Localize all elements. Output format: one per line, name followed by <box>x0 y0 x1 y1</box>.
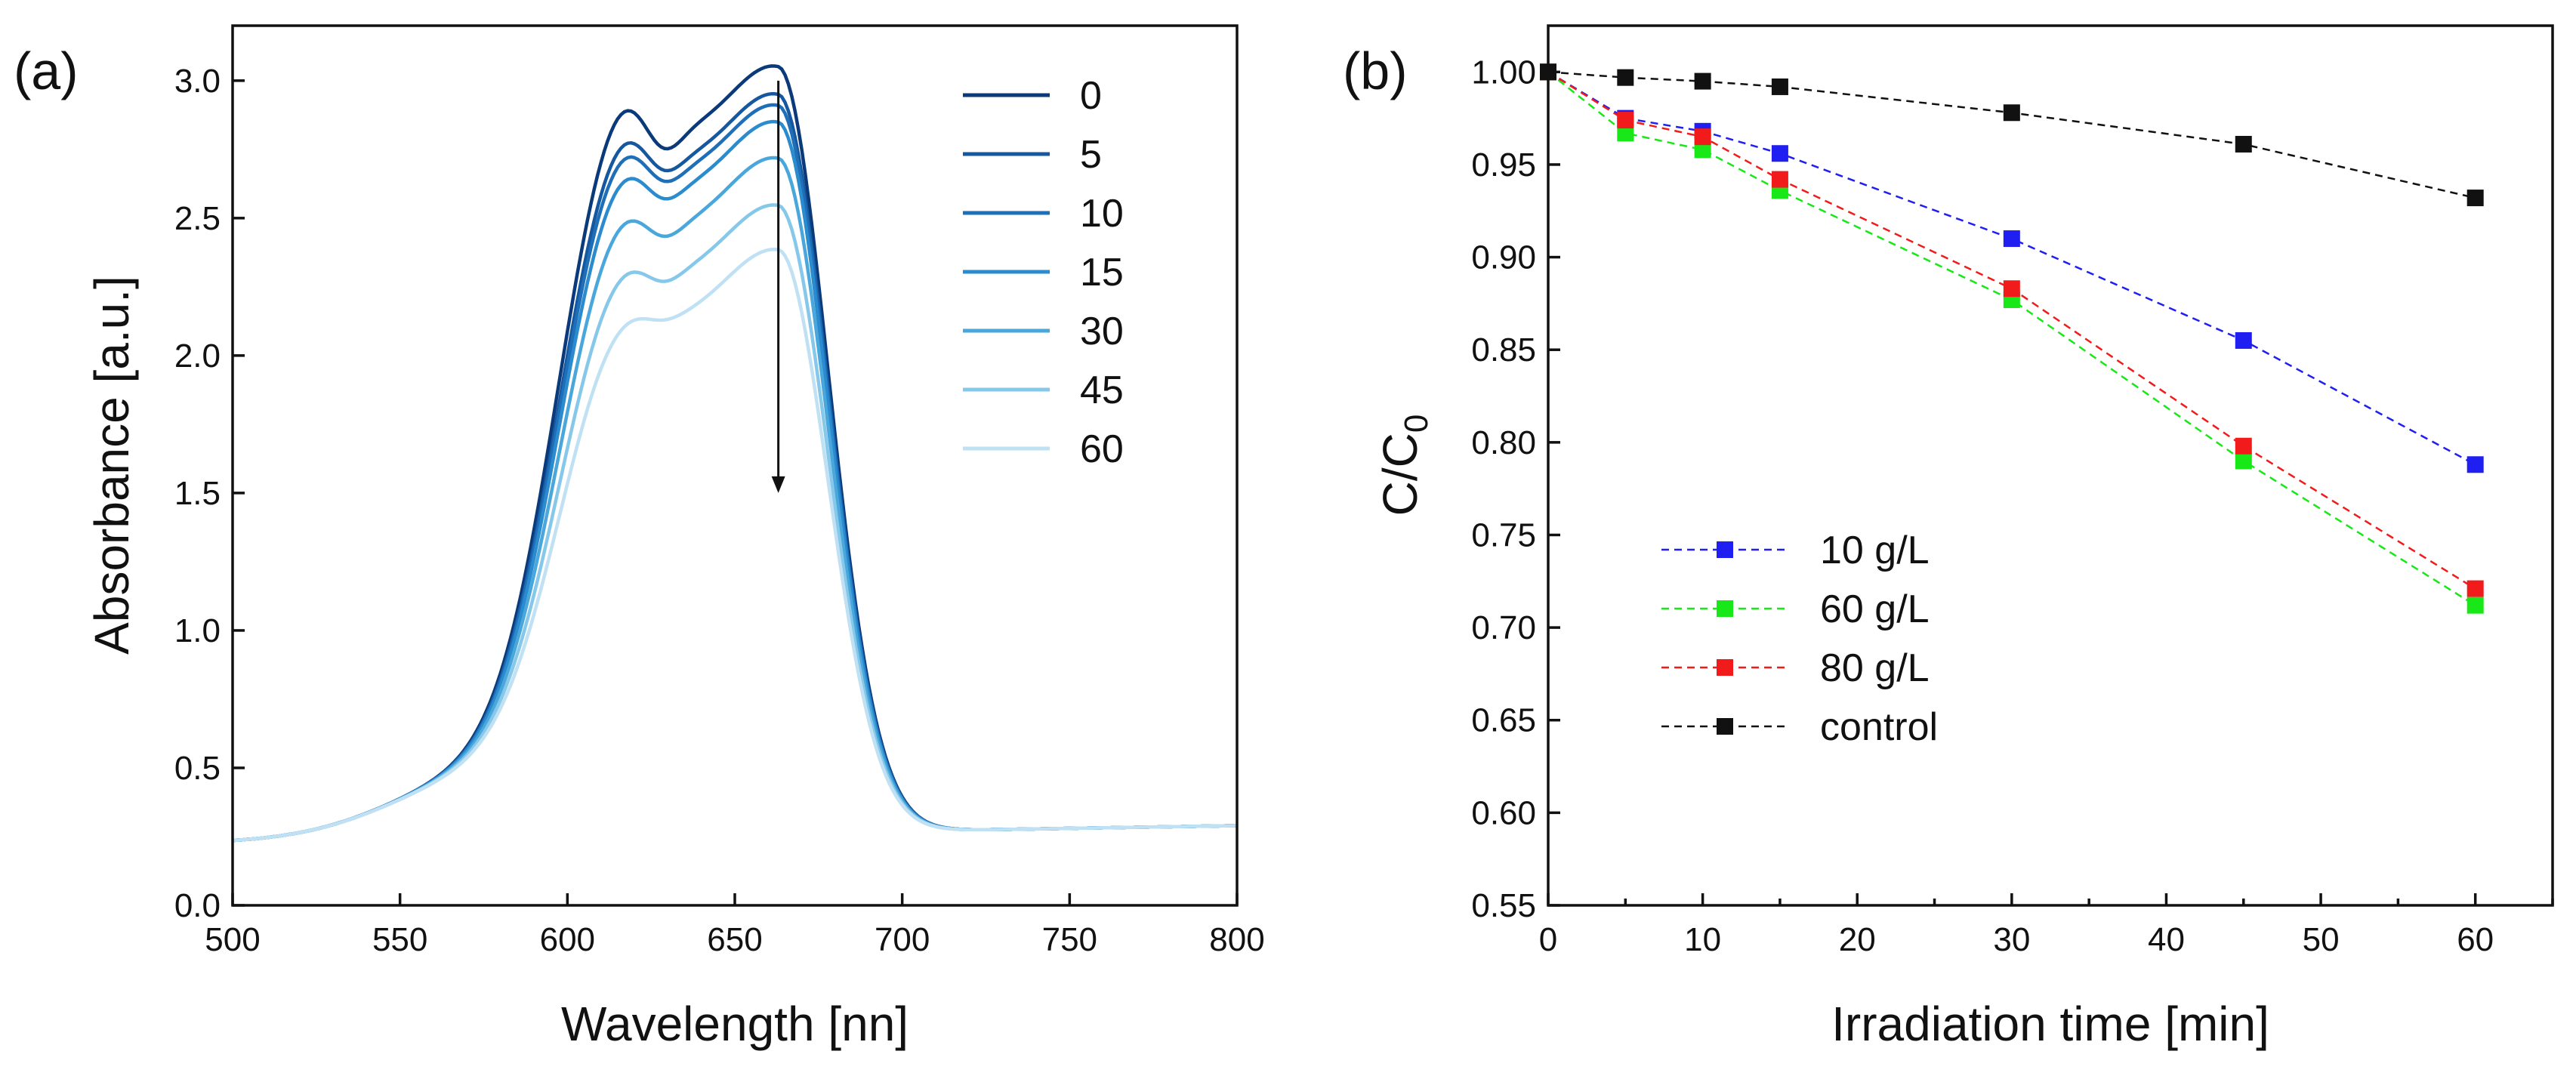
panel-a-label: (a) <box>14 42 79 100</box>
legend-swatch-marker <box>1717 718 1733 735</box>
data-point <box>2003 104 2020 122</box>
data-point <box>1694 72 1711 90</box>
legend-label: 0 <box>1080 74 1102 118</box>
legend-label: 60 g/L <box>1820 587 1930 631</box>
panel-a-y-title: Absorbance [a.u.] <box>85 276 139 655</box>
data-point <box>1694 141 1711 159</box>
x-tick-label: 800 <box>1209 921 1264 958</box>
panel-a: (a) 500 550 600 650 700 750 8000.00.51.01.52.0… <box>14 24 1265 1051</box>
y-tick-label: 2.5 <box>174 200 221 237</box>
series-line <box>1547 71 2476 590</box>
panel-a-legend: 0 5 10 15 30 45 60 <box>963 74 1124 471</box>
data-point <box>1617 69 1634 86</box>
panel-b-y-title-sub: 0 <box>1398 415 1435 433</box>
series-line <box>1547 71 2476 606</box>
panel-b-x-title: Irradiation time [min] <box>1831 997 2269 1051</box>
legend-label: 60 <box>1080 427 1124 471</box>
y-tick-label: 0.55 <box>1471 887 1536 924</box>
x-tick-label: 550 <box>372 921 427 958</box>
data-point <box>1694 128 1711 146</box>
x-tick-label: 750 <box>1042 921 1097 958</box>
data-point <box>2235 135 2252 153</box>
panel-b-ticks: 0 10 20 30 40 50 60 0.55 0.60 0.65 0.70 0.75 0.80 0.8… <box>1471 54 2554 958</box>
y-tick-label: 0.65 <box>1471 702 1536 739</box>
x-tick-label: 500 <box>205 921 260 958</box>
y-tick-label: 0.95 <box>1471 146 1536 183</box>
data-point <box>2466 597 2484 614</box>
arrow-head <box>771 476 785 493</box>
y-tick-label: 0.80 <box>1471 424 1536 461</box>
legend-label: 10 <box>1080 192 1124 236</box>
legend-swatch-marker <box>1717 541 1733 558</box>
legend-label: 10 g/L <box>1820 529 1930 572</box>
x-tick-label: 700 <box>875 921 930 958</box>
panel-b-series <box>1540 63 2484 614</box>
y-tick-label: 1.00 <box>1471 54 1536 91</box>
panel-a-ticks: 500 550 600 650 700 750 8000.00.51.01.52.02.53… <box>174 63 1265 958</box>
x-tick-label: 10 <box>1684 921 1721 958</box>
legend-label: 30 <box>1080 310 1124 353</box>
data-point <box>2003 230 2020 248</box>
data-point <box>2466 190 2484 207</box>
y-tick-label: 0.5 <box>174 750 221 787</box>
x-tick-label: 650 <box>707 921 762 958</box>
data-point <box>2235 452 2252 470</box>
legend-label: 15 <box>1080 251 1124 294</box>
panel-b-frame <box>1547 24 2554 907</box>
panel-b-label: (b) <box>1343 42 1408 100</box>
panel-b: (b) 0 10 20 30 40 50 60 0.55 0.60 0.65 0.70 0.75 0.8… <box>1343 24 2554 1051</box>
y-tick-label: 0.0 <box>174 887 221 924</box>
x-tick-label: 20 <box>1839 921 1876 958</box>
series-line <box>1547 71 2476 466</box>
legend-label: 80 g/L <box>1820 646 1930 690</box>
x-tick-label: 0 <box>1539 921 1557 958</box>
legend-swatch-marker <box>1717 600 1733 617</box>
y-tick-label: 0.70 <box>1471 609 1536 646</box>
y-tick-label: 3.0 <box>174 63 221 100</box>
series-line <box>1547 71 2476 199</box>
panel-a-arrow <box>771 80 785 493</box>
panel-a-frame <box>231 24 1239 907</box>
panel-a-x-title: Wavelength [nn] <box>561 997 909 1051</box>
legend-label: control <box>1820 705 1938 749</box>
data-point <box>2235 331 2252 349</box>
spectrum-line <box>232 203 1238 843</box>
x-tick-label: 40 <box>2148 921 2185 958</box>
data-point <box>1771 171 1788 188</box>
y-tick-label: 1.0 <box>174 612 221 649</box>
y-tick-label: 0.75 <box>1471 516 1536 553</box>
legend-label: 5 <box>1080 133 1102 177</box>
data-point <box>1617 112 1634 129</box>
data-point <box>1771 145 1788 162</box>
data-point <box>1771 78 1788 95</box>
y-tick-label: 1.5 <box>174 475 221 512</box>
spectrum-line <box>232 248 1238 843</box>
y-tick-label: 0.60 <box>1471 794 1536 831</box>
x-tick-label: 600 <box>540 921 595 958</box>
x-tick-label: 50 <box>2303 921 2340 958</box>
panel-b-y-title-main: C/C <box>1373 433 1427 516</box>
legend-swatch-marker <box>1717 659 1733 676</box>
y-tick-label: 2.0 <box>174 338 221 375</box>
y-tick-label: 0.85 <box>1471 331 1536 368</box>
panel-a-spectra <box>232 64 1238 843</box>
panel-b-y-title: C/C0 <box>1373 415 1435 516</box>
data-point <box>2003 280 2020 297</box>
x-tick-label: 30 <box>1993 921 2030 958</box>
data-point <box>2235 437 2252 455</box>
legend-label: 45 <box>1080 368 1124 412</box>
data-point <box>2466 456 2484 473</box>
data-point <box>2466 580 2484 597</box>
x-tick-label: 60 <box>2457 921 2494 958</box>
data-point <box>1617 125 1634 142</box>
y-tick-label: 0.90 <box>1471 239 1536 276</box>
panel-b-legend: 10 g/L 60 g/L 80 g/L control <box>1661 529 1938 749</box>
